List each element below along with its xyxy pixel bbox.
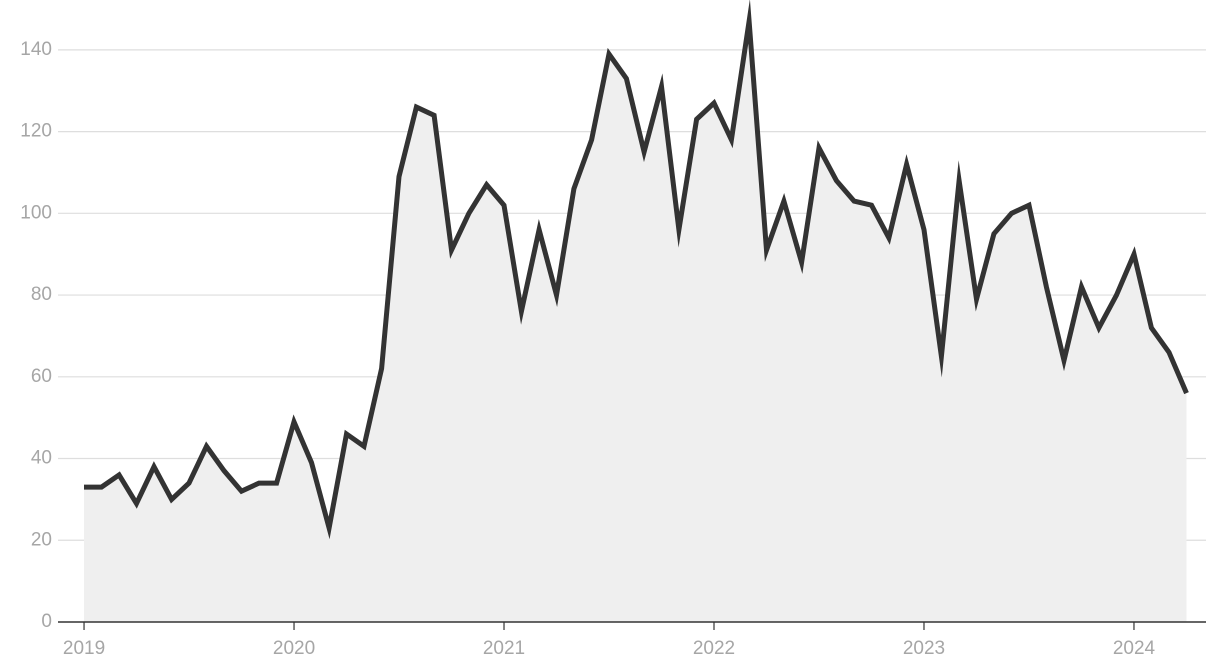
- x-tick-label: 2019: [63, 638, 105, 659]
- y-tick-label: 60: [31, 366, 52, 387]
- area: [84, 21, 1187, 623]
- x-tick-label: 2022: [693, 638, 735, 659]
- x-tick-label: 2021: [483, 638, 525, 659]
- x-tick-label: 2023: [903, 638, 945, 659]
- x-tick-label: 2024: [1113, 638, 1156, 659]
- y-tick-label: 120: [20, 121, 52, 142]
- x-tick-label: 2020: [273, 638, 315, 659]
- y-tick-label: 0: [41, 611, 52, 632]
- line: [84, 0, 1189, 540]
- y-tick-label: 80: [31, 284, 52, 305]
- y-tick-label: 140: [20, 39, 52, 60]
- y-tick-label: 100: [20, 202, 52, 223]
- y-tick-label: 20: [31, 529, 52, 550]
- y-tick-label: 40: [31, 448, 52, 469]
